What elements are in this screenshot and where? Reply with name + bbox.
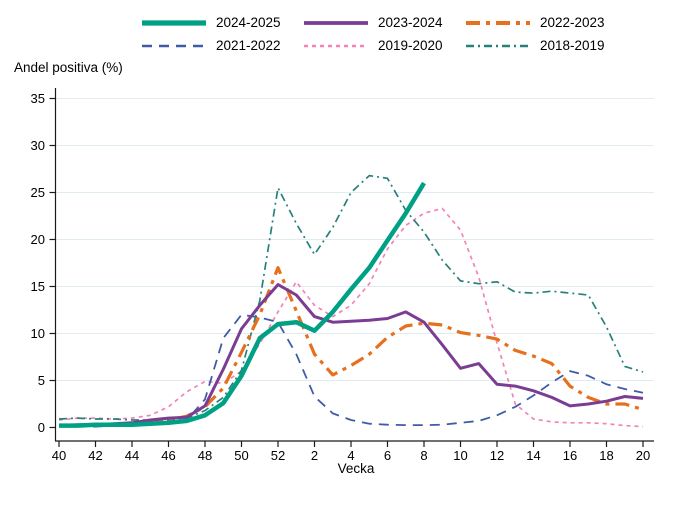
- x-tick-label: 50: [234, 448, 248, 463]
- y-tick-label: 15: [31, 279, 45, 294]
- x-tick-label: 12: [490, 448, 504, 463]
- legend-label: 2023-2024: [378, 14, 443, 30]
- x-tick-label: 20: [636, 448, 650, 463]
- legend-swatch-2022-2023: [466, 20, 530, 25]
- series-line-2021-2022: [59, 313, 644, 428]
- legend-label: 2018-2019: [540, 37, 605, 53]
- y-tick-label: 5: [38, 373, 45, 388]
- series-line-2018-2019: [58, 174, 644, 421]
- x-tick-label: 42: [88, 448, 102, 463]
- chart-legend: 2024-2025 2023-2024 2022-2023 2021-2022 2019…: [141, 11, 627, 57]
- y-tick-label: 20: [31, 232, 45, 247]
- legend-swatch-2024-2025: [142, 19, 206, 26]
- legend-item-2023-2024: 2023-2024: [303, 11, 465, 34]
- y-tick-label: 0: [38, 420, 45, 435]
- y-tick-label: 10: [31, 326, 45, 341]
- legend-swatch-2019-2020: [304, 44, 368, 47]
- y-axis-title: Andel positiva (%): [14, 60, 123, 75]
- x-tick-label: 2: [311, 448, 318, 463]
- y-tick-label: 35: [31, 91, 45, 106]
- y-tick-label: 25: [31, 185, 45, 200]
- legend-label: 2022-2023: [540, 14, 605, 30]
- legend-label: 2021-2022: [216, 37, 281, 53]
- y-tick-label: 30: [31, 138, 45, 153]
- x-tick-label: 14: [526, 448, 540, 463]
- legend-swatch-2023-2024: [304, 20, 368, 25]
- legend-swatch-2018-2019: [466, 44, 530, 47]
- legend-item-2024-2025: 2024-2025: [141, 11, 303, 34]
- x-tick-label: 48: [198, 448, 212, 463]
- legend-item-2019-2020: 2019-2020: [303, 34, 465, 57]
- x-tick-label: 6: [384, 448, 391, 463]
- legend-label: 2024-2025: [216, 14, 281, 30]
- legend-item-2021-2022: 2021-2022: [141, 34, 303, 57]
- x-tick-label: 40: [52, 448, 66, 463]
- series-line-2024-2025: [59, 181, 426, 428]
- x-tick-label: 46: [161, 448, 175, 463]
- legend-item-2022-2023: 2022-2023: [465, 11, 627, 34]
- x-tick-label: 18: [599, 448, 613, 463]
- legend-swatch-2021-2022: [142, 44, 206, 47]
- legend-item-2018-2019: 2018-2019: [465, 34, 627, 57]
- x-tick-label: 10: [453, 448, 467, 463]
- x-tick-label: 44: [125, 448, 139, 463]
- legend-label: 2019-2020: [378, 37, 443, 53]
- series-line-2023-2024: [58, 283, 644, 428]
- series-line-2019-2020: [58, 207, 644, 428]
- x-tick-label: 16: [563, 448, 577, 463]
- x-tick-label: 8: [420, 448, 427, 463]
- x-axis-title: Vecka: [337, 461, 375, 476]
- x-tick-label: 4: [347, 448, 354, 463]
- x-tick-label: 52: [271, 448, 285, 463]
